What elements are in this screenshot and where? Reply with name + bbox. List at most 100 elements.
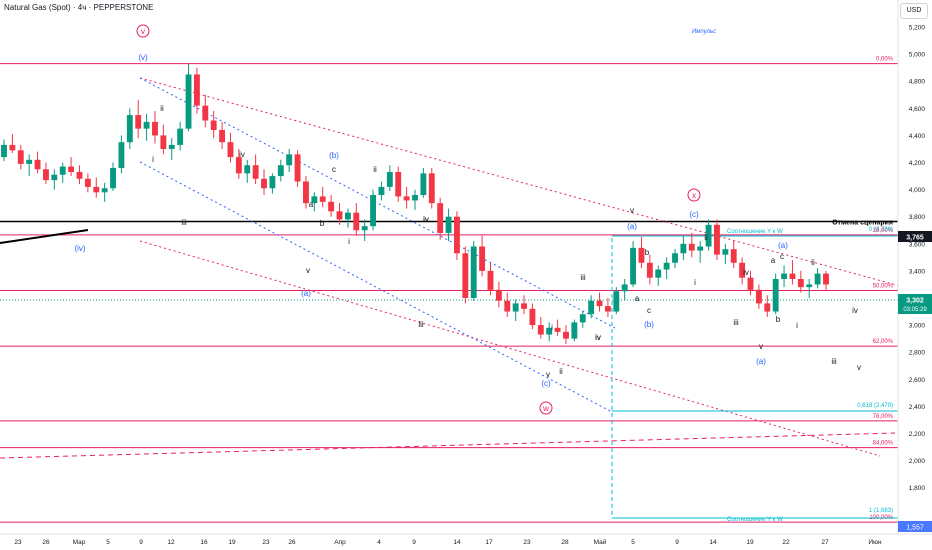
candle-body bbox=[51, 174, 58, 181]
time-tick-label: 19 bbox=[228, 539, 236, 546]
candle-body bbox=[747, 277, 754, 290]
blue-wave-label: (v) bbox=[138, 53, 148, 62]
fib-bottom-label: 1 (1,683) bbox=[869, 508, 893, 514]
candle-body bbox=[588, 300, 595, 315]
candle-body bbox=[437, 203, 444, 233]
wave-label: i bbox=[551, 323, 553, 332]
candle-body bbox=[328, 201, 335, 212]
time-tick-label: 14 bbox=[709, 539, 717, 546]
candle-body bbox=[378, 186, 385, 196]
candle-body bbox=[563, 331, 569, 339]
currency-selector[interactable]: USD bbox=[900, 3, 928, 19]
candle-body bbox=[596, 300, 603, 307]
candle-body bbox=[210, 120, 217, 131]
level-label: 0,00% bbox=[876, 57, 894, 63]
time-tick-label: 5 bbox=[631, 539, 635, 546]
candle-body bbox=[613, 291, 620, 312]
candle-body bbox=[336, 211, 343, 220]
candle-body bbox=[9, 144, 16, 151]
time-tick-label: 19 bbox=[746, 539, 754, 546]
fib-mid-label: 0,618 (2,479) bbox=[857, 403, 893, 409]
cancel-price-tag bbox=[898, 231, 932, 242]
wave-label: v bbox=[857, 363, 861, 372]
wave-label: i bbox=[796, 321, 798, 330]
blue-wave-label: (iv) bbox=[74, 244, 85, 253]
candle-body bbox=[412, 195, 418, 201]
candle-body bbox=[68, 166, 75, 172]
wave-label: iv bbox=[595, 333, 601, 342]
current-price-tag bbox=[898, 294, 932, 314]
bottom-price-tag bbox=[898, 521, 932, 532]
wave-label: iv bbox=[239, 150, 245, 159]
price-tick-label: 2,800 bbox=[909, 350, 926, 357]
candle-body bbox=[311, 196, 318, 204]
candle-body bbox=[470, 246, 477, 298]
candle-body bbox=[202, 105, 209, 121]
candle-body bbox=[185, 74, 192, 129]
price-tick-label: 2,000 bbox=[909, 458, 926, 465]
wave-label: i bbox=[152, 155, 154, 164]
time-tick-label: 14 bbox=[453, 539, 461, 546]
candle-body bbox=[235, 157, 242, 174]
candle-body bbox=[277, 165, 284, 177]
wave-label: b bbox=[776, 315, 781, 324]
candle-body bbox=[168, 144, 175, 149]
time-tick-label: 26 bbox=[288, 539, 296, 546]
time-axis[interactable]: 23 26 Мар 5 9 12 16 19 23 26 Апр 4 9 14 17 23 28 Май 5 9 14 1… bbox=[0, 533, 932, 550]
price-tick-label: 4,600 bbox=[909, 106, 926, 113]
candle-body bbox=[395, 171, 402, 197]
wave-label: c bbox=[332, 165, 336, 174]
candle-body bbox=[487, 270, 494, 290]
price-tick-label: 5,000 bbox=[909, 52, 926, 59]
level-label: 84,00% bbox=[873, 441, 894, 447]
time-tick-label: 16 bbox=[200, 539, 208, 546]
candle-body bbox=[93, 186, 100, 193]
candle-body bbox=[227, 142, 234, 158]
time-tick-label: 9 bbox=[675, 539, 679, 546]
candle-body bbox=[722, 249, 729, 255]
blue-wave-label: (b) bbox=[644, 320, 654, 329]
price-tick-label: 4,400 bbox=[909, 133, 926, 140]
candle-body bbox=[143, 121, 150, 129]
current-price-value: 3,302 bbox=[906, 298, 924, 305]
candle-body bbox=[604, 306, 611, 312]
candle-body bbox=[361, 226, 368, 231]
wave-label: iii bbox=[733, 318, 739, 327]
time-tick-label: 4 bbox=[377, 539, 381, 546]
candle-body bbox=[823, 273, 829, 285]
wave-label: ii bbox=[559, 367, 563, 376]
candle-body bbox=[445, 216, 452, 233]
candle-body bbox=[219, 130, 226, 143]
candle-body bbox=[554, 327, 561, 332]
blue-wave-label: (a) bbox=[627, 222, 637, 231]
candle-body bbox=[672, 253, 678, 263]
wave-label: ii bbox=[160, 104, 164, 113]
impulse-label: Импульс bbox=[692, 29, 716, 35]
time-tick-label: 23 bbox=[14, 539, 22, 546]
time-tick-label: 23 bbox=[523, 539, 531, 546]
candle-body bbox=[495, 289, 502, 301]
candle-body bbox=[512, 303, 519, 312]
wave-label: a bbox=[635, 294, 640, 303]
wave-label: c bbox=[647, 306, 651, 315]
time-tick-label: 26 bbox=[42, 539, 50, 546]
candlestick-series bbox=[1, 63, 829, 345]
price-countdown: 03:05:29 bbox=[903, 307, 927, 313]
time-tick-label: Мар bbox=[73, 539, 86, 546]
circled-wave-x-marker bbox=[687, 188, 701, 202]
fib-top-label: 0 (3,766) bbox=[869, 227, 893, 233]
candle-body bbox=[286, 154, 293, 166]
wave-label: iv bbox=[743, 268, 749, 277]
candle-body bbox=[764, 303, 771, 312]
candle-body bbox=[26, 159, 33, 164]
level-label: 78,00% bbox=[873, 414, 894, 420]
cancel-price-value: 3,765 bbox=[906, 235, 924, 242]
time-tick-label: 9 bbox=[139, 539, 143, 546]
candle-body bbox=[730, 249, 737, 263]
candle-body bbox=[1, 144, 7, 158]
candle-body bbox=[479, 246, 486, 271]
trend-lines bbox=[0, 77, 901, 519]
candle-body bbox=[680, 243, 687, 254]
price-axis[interactable]: 5,200 5,000 4,800 4,600 4,400 4,200 4,000 3,800… bbox=[897, 0, 932, 550]
